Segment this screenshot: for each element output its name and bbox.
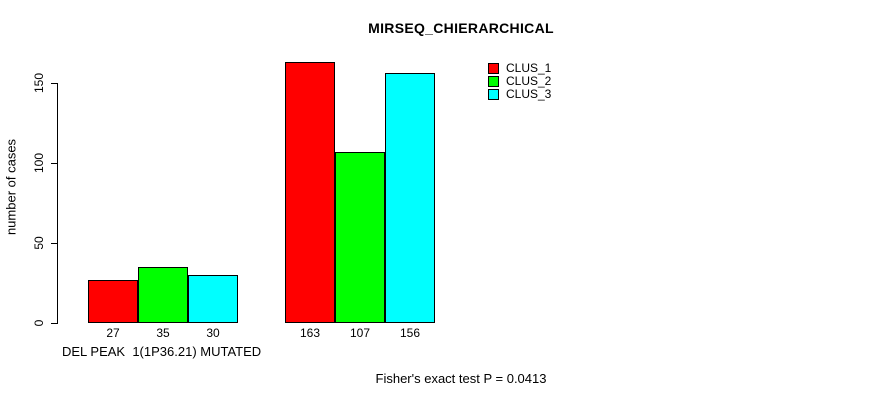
legend-swatch-icon [488,89,499,100]
y-tick-label: 150 [32,72,46,94]
y-tick-label: 100 [32,152,46,174]
y-axis-title: number of cases [3,138,19,236]
bar-clus_1-group-1 [88,280,138,323]
legend-swatch-icon [488,76,499,87]
legend-row-clus_2: CLUS_2 [488,75,551,88]
x-axis-title: DEL PEAK 1(1P36.21) MUTATED [62,344,262,359]
bar-clus_2-group-2 [335,152,385,323]
legend-row-clus_3: CLUS_3 [488,88,551,101]
legend-swatch-icon [488,63,499,74]
bar-value-label: 27 [106,326,120,340]
legend: CLUS_1 CLUS_2 CLUS_3 [488,62,551,101]
bar-clus_3-group-1 [188,275,238,323]
y-tick-mark [51,162,58,164]
y-tick-label: 50 [32,236,46,250]
bar-clus_3-group-2 [385,73,435,323]
bar-value-label: 107 [349,326,371,340]
legend-label: CLUS_3 [506,87,552,101]
y-tick-mark [51,322,58,324]
y-tick-mark [51,82,58,84]
chart-title: MIRSEQ_CHIERARCHICAL [368,20,554,36]
footnote-text: Fisher's exact test P = 0.0413 [375,371,547,386]
legend-row-clus_1: CLUS_1 [488,62,551,75]
legend-label: CLUS_2 [506,74,552,88]
bar-value-label: 156 [399,326,421,340]
bar-value-label: 35 [156,326,170,340]
legend-label: CLUS_1 [506,61,552,75]
bar-value-label: 30 [206,326,220,340]
bar-clus_1-group-2 [285,62,335,323]
bar-clus_2-group-1 [138,267,188,323]
bar-value-label: 163 [299,326,321,340]
y-tick-label: 0 [32,319,46,327]
y-tick-mark [51,242,58,244]
y-axis-line [57,83,58,324]
